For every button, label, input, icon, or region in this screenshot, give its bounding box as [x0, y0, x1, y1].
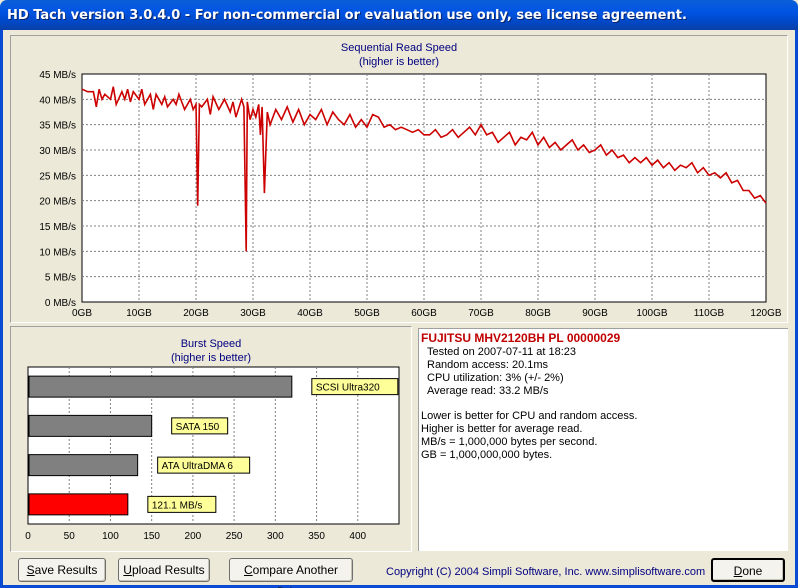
window-title: HD Tach version 3.0.4.0 - For non-commer…	[7, 8, 687, 23]
done-accel: D	[733, 564, 743, 578]
seq-x-tick-label: 100GB	[636, 308, 667, 319]
burst-x-tick-label: 100	[102, 531, 119, 542]
seq-x-tick-label: 120GB	[750, 308, 781, 319]
burst-speed-panel: Burst Speed (higher is better) SCSI Ultr…	[10, 326, 412, 552]
burst-bar	[28, 493, 129, 516]
seq-chart-subtitle: (higher is better)	[359, 56, 439, 68]
burst-bar-label: ATA UltraDMA 6	[162, 461, 234, 472]
seq-x-tick-label: 70GB	[468, 308, 494, 319]
drive-info-panel: FUJITSU MHV2120BH PL 00000029 Tested on …	[418, 328, 788, 551]
burst-bar-label-box	[171, 417, 229, 435]
sequential-read-chart: Sequential Read Speed (higher is better)…	[39, 42, 782, 319]
seq-tick-labels: 0GB 10GB 20GB 30GB 40GB 50GB 60GB 70GB 80GB 90GB 1…	[39, 70, 782, 319]
seq-y-tick-label: 10 MB/s	[39, 247, 76, 258]
seq-x-tick-label: 0GB	[72, 308, 92, 319]
note-lower-better: Lower is better for CPU and random acces…	[421, 410, 638, 422]
tested-date: Tested on 2007-07-11 at 18:23	[427, 346, 577, 358]
burst-tick-labels: 0 50 100 150 200 250 300 350 400	[25, 531, 366, 542]
burst-x-tick-label: 150	[143, 531, 160, 542]
save-results-button[interactable]: Save Results	[18, 558, 106, 582]
seq-x-tick-label: 20GB	[183, 308, 209, 319]
note-higher-better: Higher is better for average read.	[421, 423, 583, 435]
average-read: Average read: 33.2 MB/s	[427, 385, 549, 397]
seq-y-tick-label: 40 MB/s	[39, 95, 76, 106]
burst-speed-chart: Burst Speed (higher is better) SCSI Ultr…	[25, 338, 400, 542]
note-gb-definition: GB = 1,000,000,000 bytes.	[421, 449, 553, 461]
burst-bar	[28, 375, 293, 398]
sequential-read-panel: Sequential Read Speed (higher is better)…	[10, 35, 788, 323]
save-accel: S	[26, 563, 35, 577]
burst-x-tick-label: 50	[64, 531, 76, 542]
seq-y-tick-label: 30 MB/s	[39, 146, 76, 157]
window-border-bottom	[0, 585, 798, 588]
seq-y-tick-label: 25 MB/s	[39, 171, 76, 182]
upload-accel: U	[123, 563, 132, 577]
seq-series	[81, 86, 767, 252]
drive-name: FUJITSU MHV2120BH PL 00000029	[421, 331, 621, 345]
compare-another-drive-button[interactable]: Compare Another Drive	[229, 558, 353, 588]
seq-x-tick-label: 90GB	[582, 308, 608, 319]
burst-x-tick-label: 200	[185, 531, 202, 542]
done-label: one	[742, 564, 763, 578]
burst-bar	[28, 414, 153, 437]
burst-bar-label-box	[311, 378, 399, 396]
seq-y-tick-label: 20 MB/s	[39, 197, 76, 208]
note-mbs-definition: MB/s = 1,000,000 bytes per second.	[421, 436, 598, 448]
done-button[interactable]: Done	[711, 558, 785, 582]
burst-bar-label: SATA 150	[176, 422, 220, 433]
copyright-link[interactable]: Copyright (C) 2004 Simpli Software, Inc.…	[386, 566, 706, 578]
seq-x-tick-label: 10GB	[126, 308, 152, 319]
seq-chart-title: Sequential Read Speed	[341, 42, 457, 54]
burst-bar	[28, 454, 139, 477]
burst-bar-label: SCSI Ultra320	[316, 383, 380, 394]
burst-bar-label-box	[147, 495, 217, 513]
seq-y-tick-label: 35 MB/s	[39, 121, 76, 132]
seq-read-line	[81, 86, 767, 252]
compare-label: ompare Another Drive	[252, 563, 339, 588]
burst-chart-title: Burst Speed	[181, 338, 242, 350]
window-border-left	[0, 30, 3, 588]
burst-bar-label-box	[157, 456, 251, 474]
random-access: Random access: 20.1ms	[427, 359, 549, 371]
seq-x-tick-label: 50GB	[354, 308, 380, 319]
seq-y-tick-label: 5 MB/s	[45, 273, 76, 284]
seq-x-tick-label: 110GB	[694, 308, 725, 319]
upload-label: pload Results	[131, 563, 205, 577]
burst-x-tick-label: 0	[25, 531, 31, 542]
seq-x-tick-label: 80GB	[525, 308, 551, 319]
seq-y-tick-label: 15 MB/s	[39, 222, 76, 233]
seq-x-tick-label: 40GB	[297, 308, 323, 319]
upload-results-button[interactable]: Upload Results	[118, 558, 210, 582]
cpu-utilization: CPU utilization: 3% (+/- 2%)	[427, 372, 564, 384]
seq-y-tick-label: 0 MB/s	[45, 298, 76, 309]
burst-x-tick-label: 250	[226, 531, 243, 542]
save-label: ave Results	[34, 563, 98, 577]
seq-y-tick-label: 45 MB/s	[39, 70, 76, 81]
burst-bar-label: 121.1 MB/s	[152, 500, 203, 511]
title-bar: HD Tach version 3.0.4.0 - For non-commer…	[0, 0, 798, 30]
compare-accel: C	[243, 563, 253, 577]
window-border-right	[795, 30, 798, 588]
burst-x-tick-label: 400	[349, 531, 366, 542]
burst-chart-subtitle: (higher is better)	[171, 352, 251, 364]
seq-x-tick-label: 60GB	[411, 308, 437, 319]
burst-bars: SCSI Ultra320 SATA 150 ATA UltraDMA 6 121.1…	[28, 375, 399, 516]
burst-x-tick-label: 300	[267, 531, 284, 542]
burst-x-tick-label: 350	[308, 531, 325, 542]
seq-x-tick-label: 30GB	[240, 308, 266, 319]
